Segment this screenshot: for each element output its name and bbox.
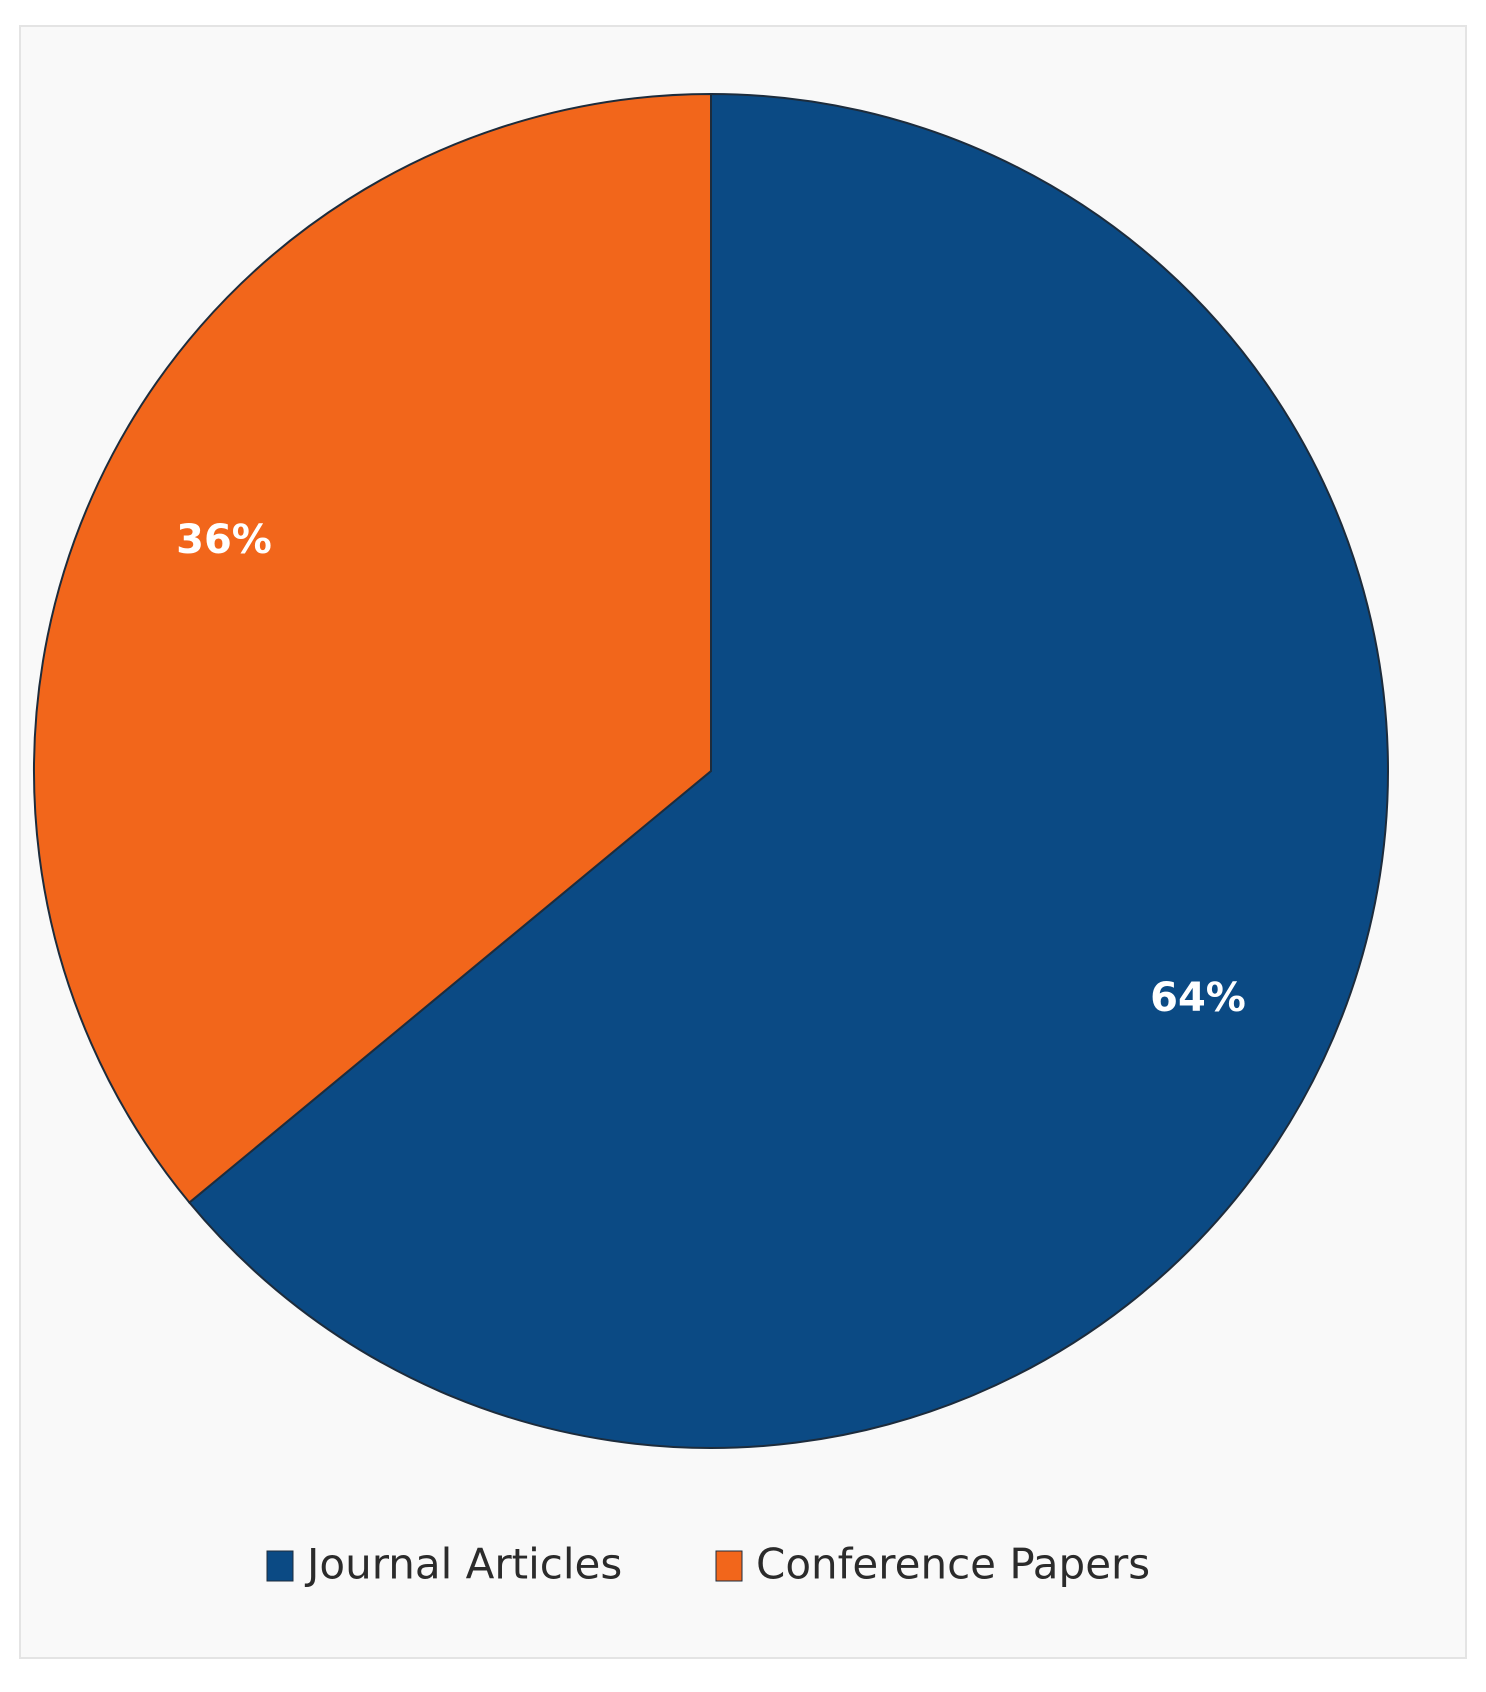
legend-label: Journal Articles — [304, 1540, 622, 1589]
legend-swatch — [266, 1550, 294, 1582]
pie-slice — [33, 92, 712, 1204]
value-label: 36% — [176, 517, 272, 563]
legend-swatch — [715, 1550, 743, 1582]
pie-slice — [187, 92, 1389, 1449]
value-label: 64% — [1150, 975, 1246, 1021]
legend-label: Conference Papers — [756, 1540, 1150, 1589]
